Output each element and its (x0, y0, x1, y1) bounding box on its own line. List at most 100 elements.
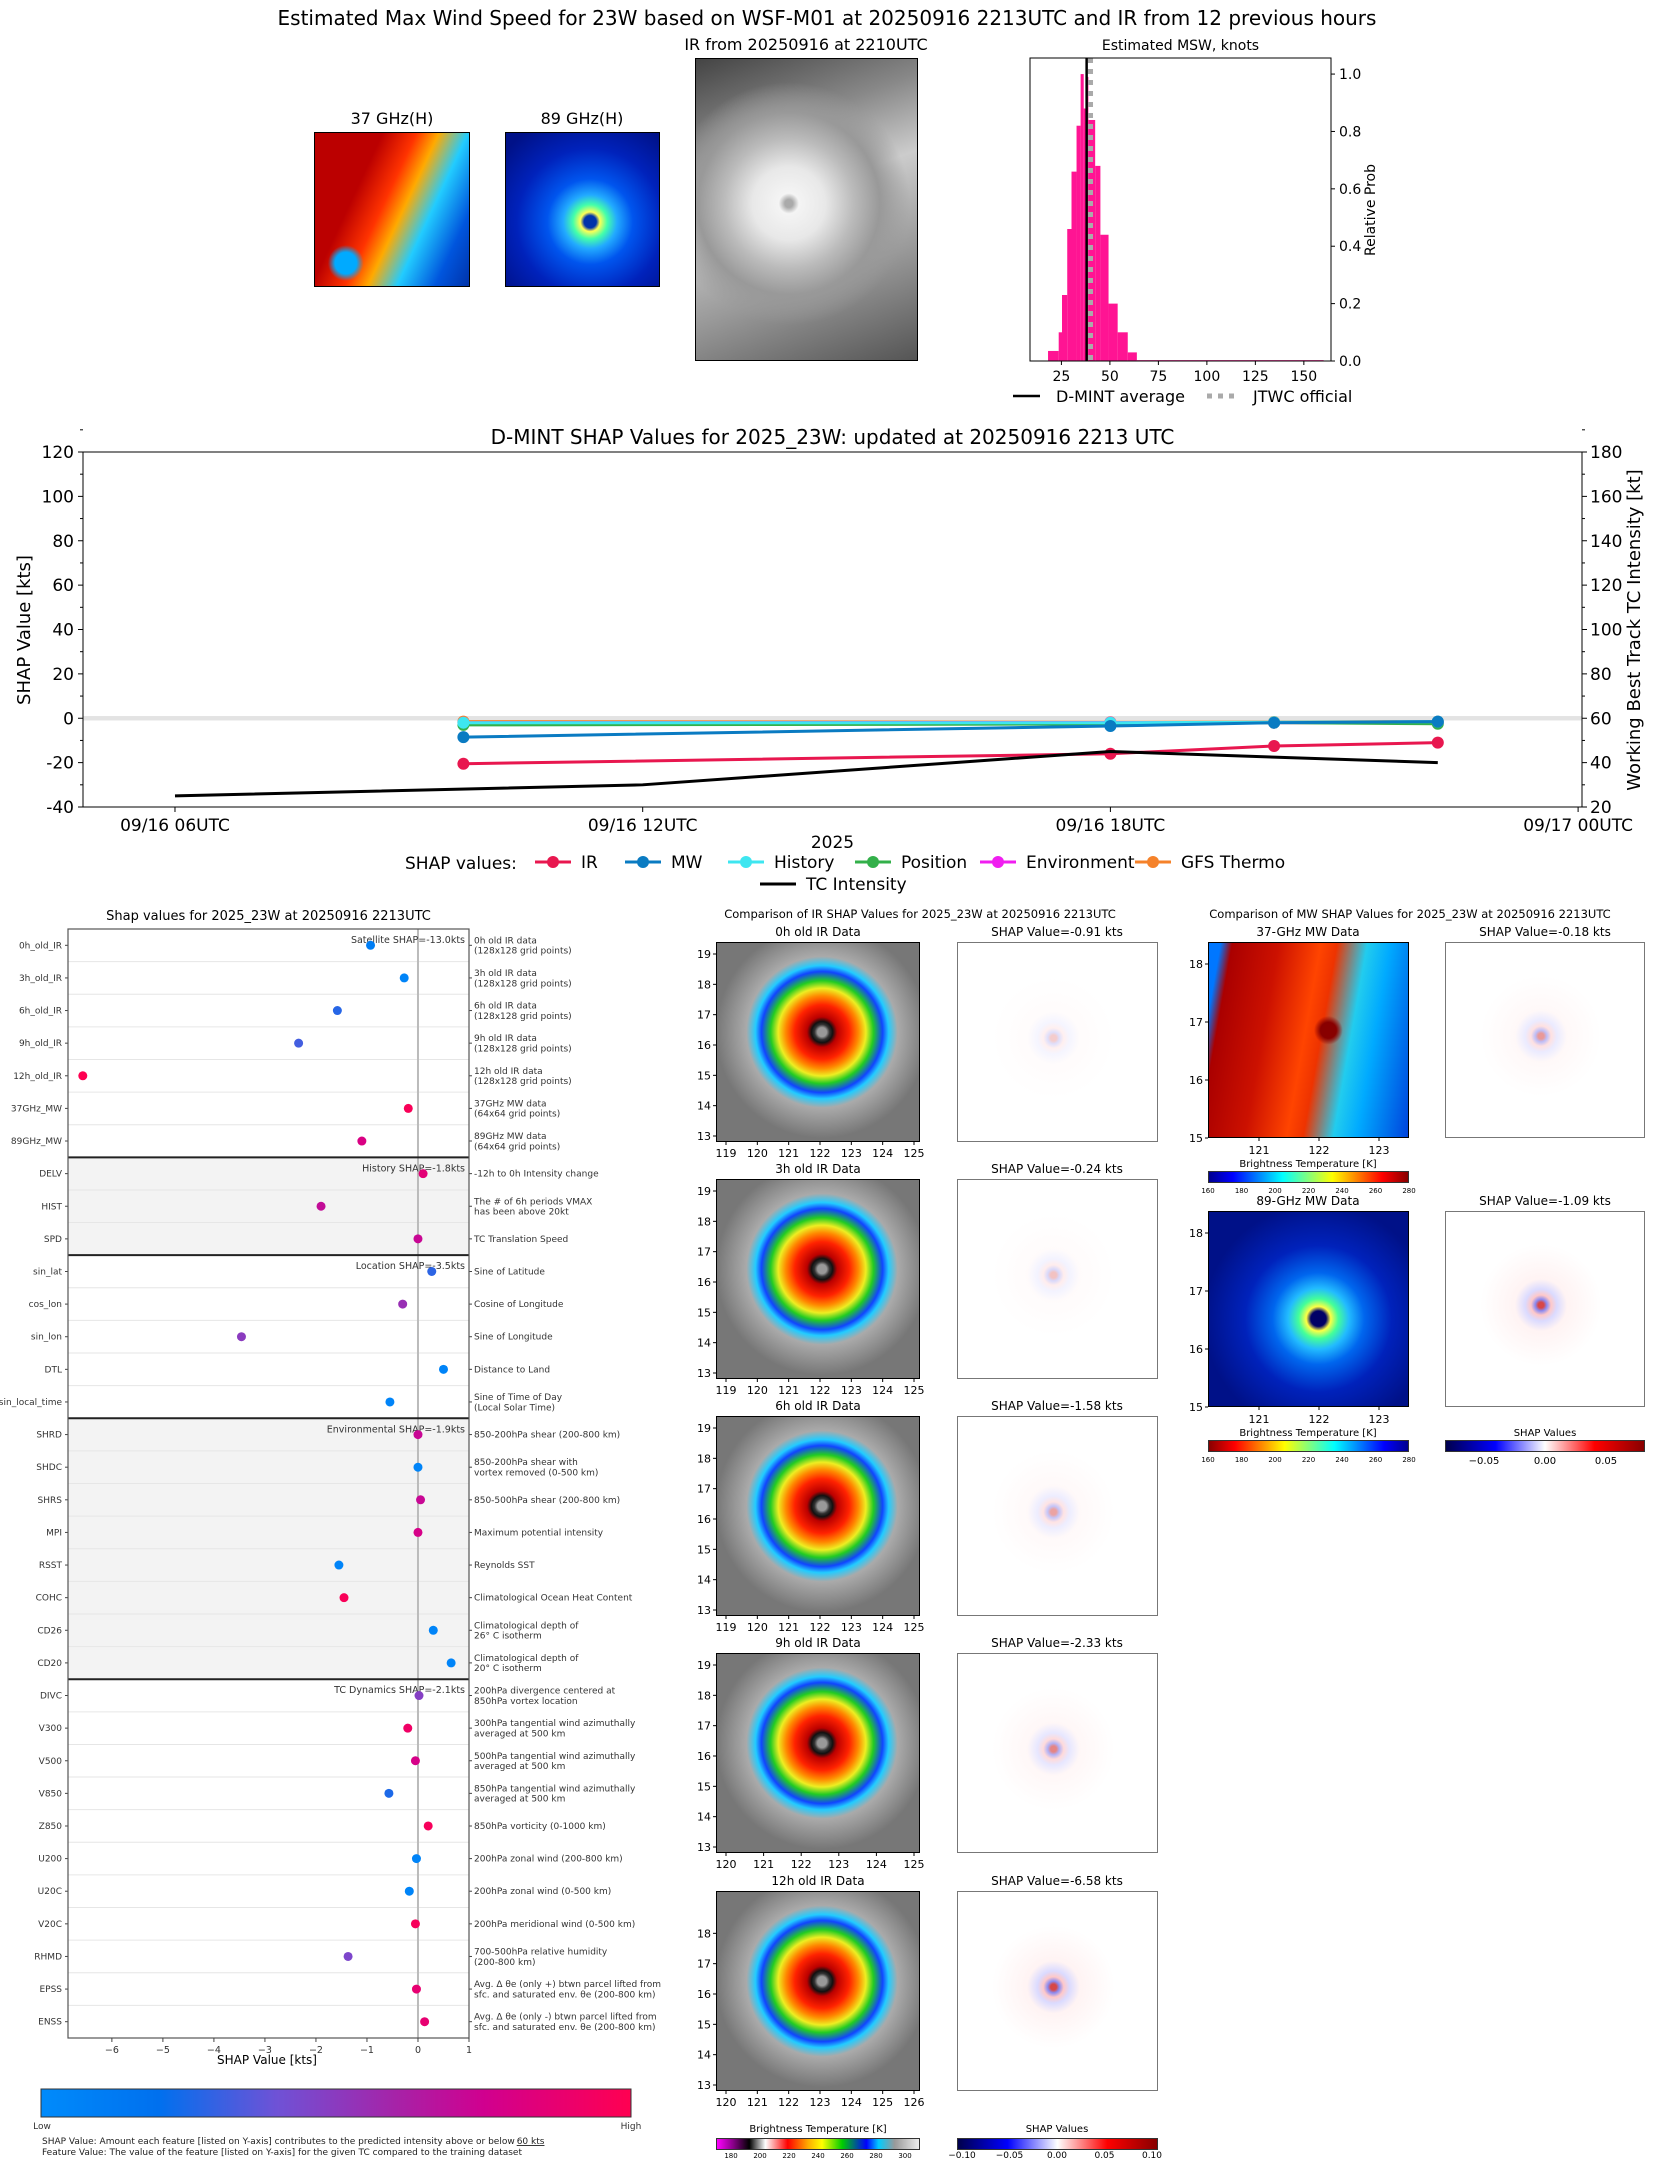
y-tick-label: 0.8 (1339, 124, 1361, 140)
lon-tick-label: 120 (716, 1858, 737, 1871)
text-line: Climatological depth of (474, 1621, 579, 1631)
ir-panel-title: 6h old IR Data (775, 1399, 861, 1413)
ir-colorbar-tick-label: 280 (869, 2152, 882, 2158)
lat-tick-label: 17 (697, 1720, 711, 1733)
text-line: averaged at 500 km (474, 1729, 565, 1739)
timeseries-frame (82, 451, 1583, 808)
feature-value-colorbar (40, 2088, 632, 2118)
y-right-axis-label: Working Best Track TC Intensity [kt] (1624, 469, 1645, 790)
figure-title: Estimated Max Wind Speed for 23W based o… (278, 6, 1377, 30)
text-line: 850-200hPa shear with (474, 1458, 578, 1468)
lat-tick-label: 15 (697, 1780, 711, 1793)
summary-frame (67, 928, 470, 2039)
feature-shap-dot (446, 1658, 456, 1668)
x-tick-label: 1 (466, 2045, 472, 2056)
mw-colorbar-tick-label: 180 (1235, 1187, 1248, 1195)
feature-description: Avg. Δ θe (only -) btwn parcel lifted fr… (474, 2013, 657, 2033)
mw-shap-panel-title: SHAP Value=-0.18 kts (1479, 925, 1611, 939)
histogram-bar (1058, 332, 1063, 361)
histogram-bar (1100, 234, 1109, 361)
y-right-tick-label: 40 (1590, 754, 1612, 774)
feature-description: 200hPa zonal wind (0-500 km) (474, 1887, 611, 1897)
lat-tick-label: 19 (697, 1185, 711, 1198)
feature-description: 300hPa tangential wind azimuthally averag… (474, 1719, 636, 1739)
lon-tick-label: 121 (753, 1858, 774, 1871)
lat-tick-label: 17 (697, 1246, 711, 1259)
ir-data-image (716, 1653, 920, 1853)
feature-description: 89GHz MW data (64x64 grid points) (474, 1132, 560, 1152)
mw-shap-colorbar (1445, 1440, 1645, 1452)
text-line: The # of 6h periods VMAX (473, 1197, 592, 1207)
text-line: 0h old IR data (474, 936, 537, 946)
x-tick-label: 100 (1194, 369, 1221, 385)
lon-tick-label: 120 (747, 1147, 768, 1160)
histogram-bar (1117, 332, 1128, 361)
mw-panel-title: 37-GHz MW Data (1256, 925, 1359, 939)
ir-shap-panel-title: SHAP Value=-2.33 kts (991, 1636, 1123, 1650)
text-line: 12h old IR data (474, 1067, 543, 1077)
x-tick-label: 09/17 00UTC (1523, 816, 1633, 836)
ir-colorbar-tick-label: 200 (753, 2152, 766, 2158)
feature-shap-dot (398, 1299, 408, 1309)
x-tick-label: 09/16 18UTC (1056, 816, 1166, 836)
mw-colorbar-tick-label: 200 (1268, 1187, 1281, 1195)
legend-label: Position (901, 853, 967, 873)
ir-panel-title: 0h old IR Data (775, 925, 861, 939)
y-axis-label: SHAP Value [kts] (14, 555, 35, 705)
group-label: Environmental SHAP=-1.9kts (327, 1424, 465, 1435)
histogram-bar (1088, 119, 1096, 362)
feature-description: 850-500hPa shear (200-800 km) (474, 1496, 620, 1506)
feature-label: DTL (45, 1365, 62, 1375)
lat-tick-label: 16 (697, 1988, 711, 2001)
feature-shap-dot (420, 2017, 430, 2027)
text-line: averaged at 500 km (474, 1795, 565, 1805)
mw-comparison-title: Comparison of MW SHAP Values for 2025_23… (1209, 907, 1610, 921)
feature-shap-dot (236, 1332, 246, 1342)
series-point-position (457, 718, 470, 731)
lon-tick-label: 124 (866, 1858, 887, 1871)
feature-label: sin_local_time (0, 1398, 62, 1408)
x-tick-label: 0 (415, 2045, 421, 2056)
feature-shap-dot (385, 1397, 395, 1407)
x-tick-label: 25 (1053, 369, 1071, 385)
text-line: 20° C isotherm (474, 1664, 542, 1674)
feature-label: U200 (38, 1855, 62, 1865)
ir-shap-colorbar (957, 2138, 1158, 2150)
mw-shap-colorbar-label: SHAP Values (1514, 1428, 1577, 1439)
mw-colorbar-tick-label: 280 (1402, 1187, 1415, 1195)
feature-shap-dot (366, 940, 376, 950)
feature-shap-dot (411, 1854, 421, 1864)
feature-label: DIVC (40, 1692, 62, 1702)
x-tick-label: −4 (207, 2045, 221, 2056)
y-tick-label: 0 (63, 709, 74, 729)
ir-shap-colorbar-tick-label: 0.00 (1047, 2151, 1067, 2158)
y-right-tick-label: 80 (1590, 665, 1612, 685)
lat-tick-label: 17 (697, 1958, 711, 1971)
lon-tick-label: 122 (1309, 1413, 1330, 1426)
feature-label: 37GHz_MW (11, 1104, 62, 1114)
legend-label: Environment (1026, 853, 1135, 873)
mw-data-image (1208, 1211, 1409, 1407)
feature-shap-dot (423, 1821, 433, 1831)
text-line: Climatological depth of (474, 1654, 579, 1664)
group-label: Location SHAP=-3.5kts (356, 1261, 465, 1272)
lat-tick-label: 13 (697, 1130, 711, 1143)
text-line: has been above 20kt (474, 1208, 569, 1218)
mw-colorbar-tick-label: 280 (1402, 1456, 1415, 1464)
ir-shap-image (957, 942, 1158, 1142)
ir-shap-image (957, 1653, 1158, 1853)
text-line: (64x64 grid points) (474, 1142, 560, 1152)
text-line: (128x128 grid points) (474, 1077, 572, 1087)
ir-data-image (716, 1179, 920, 1379)
text-line: (128x128 grid points) (474, 1045, 572, 1055)
series-line-ir (463, 741, 1438, 766)
feature-shap-dot (413, 1527, 423, 1537)
feature-shap-dot (414, 1691, 424, 1701)
lat-tick-label: 15 (697, 1306, 711, 1319)
series-point-position (1268, 716, 1281, 729)
mw-colorbar-tick-label: 180 (1235, 1456, 1248, 1464)
y-tick-label: 0.2 (1339, 297, 1361, 313)
lon-tick-label: 124 (872, 1384, 893, 1397)
lat-tick-label: 13 (697, 2079, 711, 2092)
mw-shap-image (1445, 1211, 1645, 1407)
